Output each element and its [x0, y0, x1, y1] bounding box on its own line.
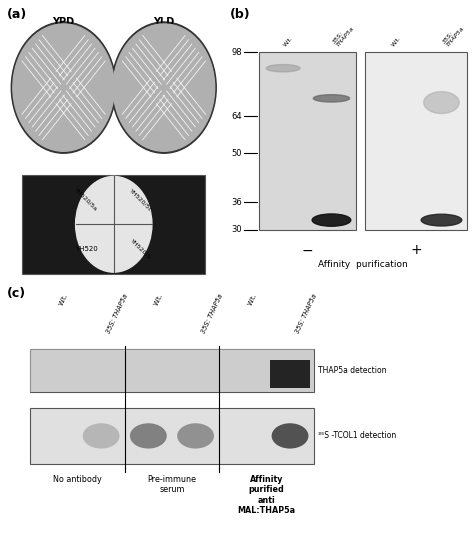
Text: 35S: THAP5a: 35S: THAP5a: [295, 292, 319, 334]
Bar: [30, 349, 314, 392]
Text: No antibody: No antibody: [53, 475, 102, 484]
Text: 35S:
THAP5a: 35S: THAP5a: [441, 22, 465, 48]
Ellipse shape: [421, 214, 462, 226]
Text: W.t.: W.t.: [153, 292, 164, 306]
Ellipse shape: [312, 214, 351, 226]
Text: (a): (a): [7, 8, 27, 21]
Text: ³⁵S -TCOL1 detection: ³⁵S -TCOL1 detection: [319, 431, 397, 440]
Text: 36: 36: [231, 198, 242, 207]
Text: W.t.: W.t.: [247, 292, 258, 306]
Circle shape: [113, 24, 215, 151]
Text: 98: 98: [231, 47, 242, 56]
Text: W.t.: W.t.: [391, 36, 402, 48]
Text: 30: 30: [231, 225, 242, 234]
Bar: [30, 349, 314, 392]
Bar: [259, 52, 356, 230]
Text: 35S:
THAP5a: 35S: THAP5a: [331, 22, 356, 48]
Circle shape: [111, 22, 216, 153]
Text: (b): (b): [230, 8, 251, 21]
Ellipse shape: [82, 424, 119, 449]
Circle shape: [11, 22, 116, 153]
Text: Pre-immune
serum: Pre-immune serum: [147, 475, 196, 494]
Text: W.t.: W.t.: [59, 292, 69, 306]
Text: YPD: YPD: [53, 17, 75, 27]
Bar: [30, 408, 314, 464]
Text: +: +: [410, 243, 422, 257]
Circle shape: [75, 176, 152, 272]
Ellipse shape: [313, 95, 350, 102]
Text: YH520: YH520: [75, 246, 98, 252]
Text: 35S: THAP5a: 35S: THAP5a: [201, 292, 224, 334]
Text: 64: 64: [231, 112, 242, 121]
Bar: [365, 52, 467, 230]
Ellipse shape: [130, 424, 167, 449]
Text: YH520/5c: YH520/5c: [128, 187, 154, 212]
Text: YH520/5a: YH520/5a: [74, 187, 99, 212]
Text: −: −: [301, 243, 313, 257]
Text: Affinity
purified
anti
MAL:THAP5a: Affinity purified anti MAL:THAP5a: [237, 475, 295, 515]
Text: 50: 50: [231, 148, 242, 157]
Text: W.t.: W.t.: [283, 36, 294, 48]
Text: YLD: YLD: [153, 17, 174, 27]
Text: 35S: THAP5a: 35S: THAP5a: [106, 292, 129, 334]
Text: YH520/5: YH520/5: [130, 238, 152, 260]
Ellipse shape: [424, 92, 459, 113]
Text: Affinity  purification: Affinity purification: [318, 260, 408, 269]
Ellipse shape: [272, 424, 309, 449]
Bar: [22, 175, 205, 273]
Bar: [270, 360, 310, 388]
Text: THAP5a detection: THAP5a detection: [319, 366, 387, 375]
Text: (c): (c): [7, 287, 26, 300]
Circle shape: [13, 24, 114, 151]
Ellipse shape: [266, 65, 300, 72]
Ellipse shape: [177, 424, 214, 449]
